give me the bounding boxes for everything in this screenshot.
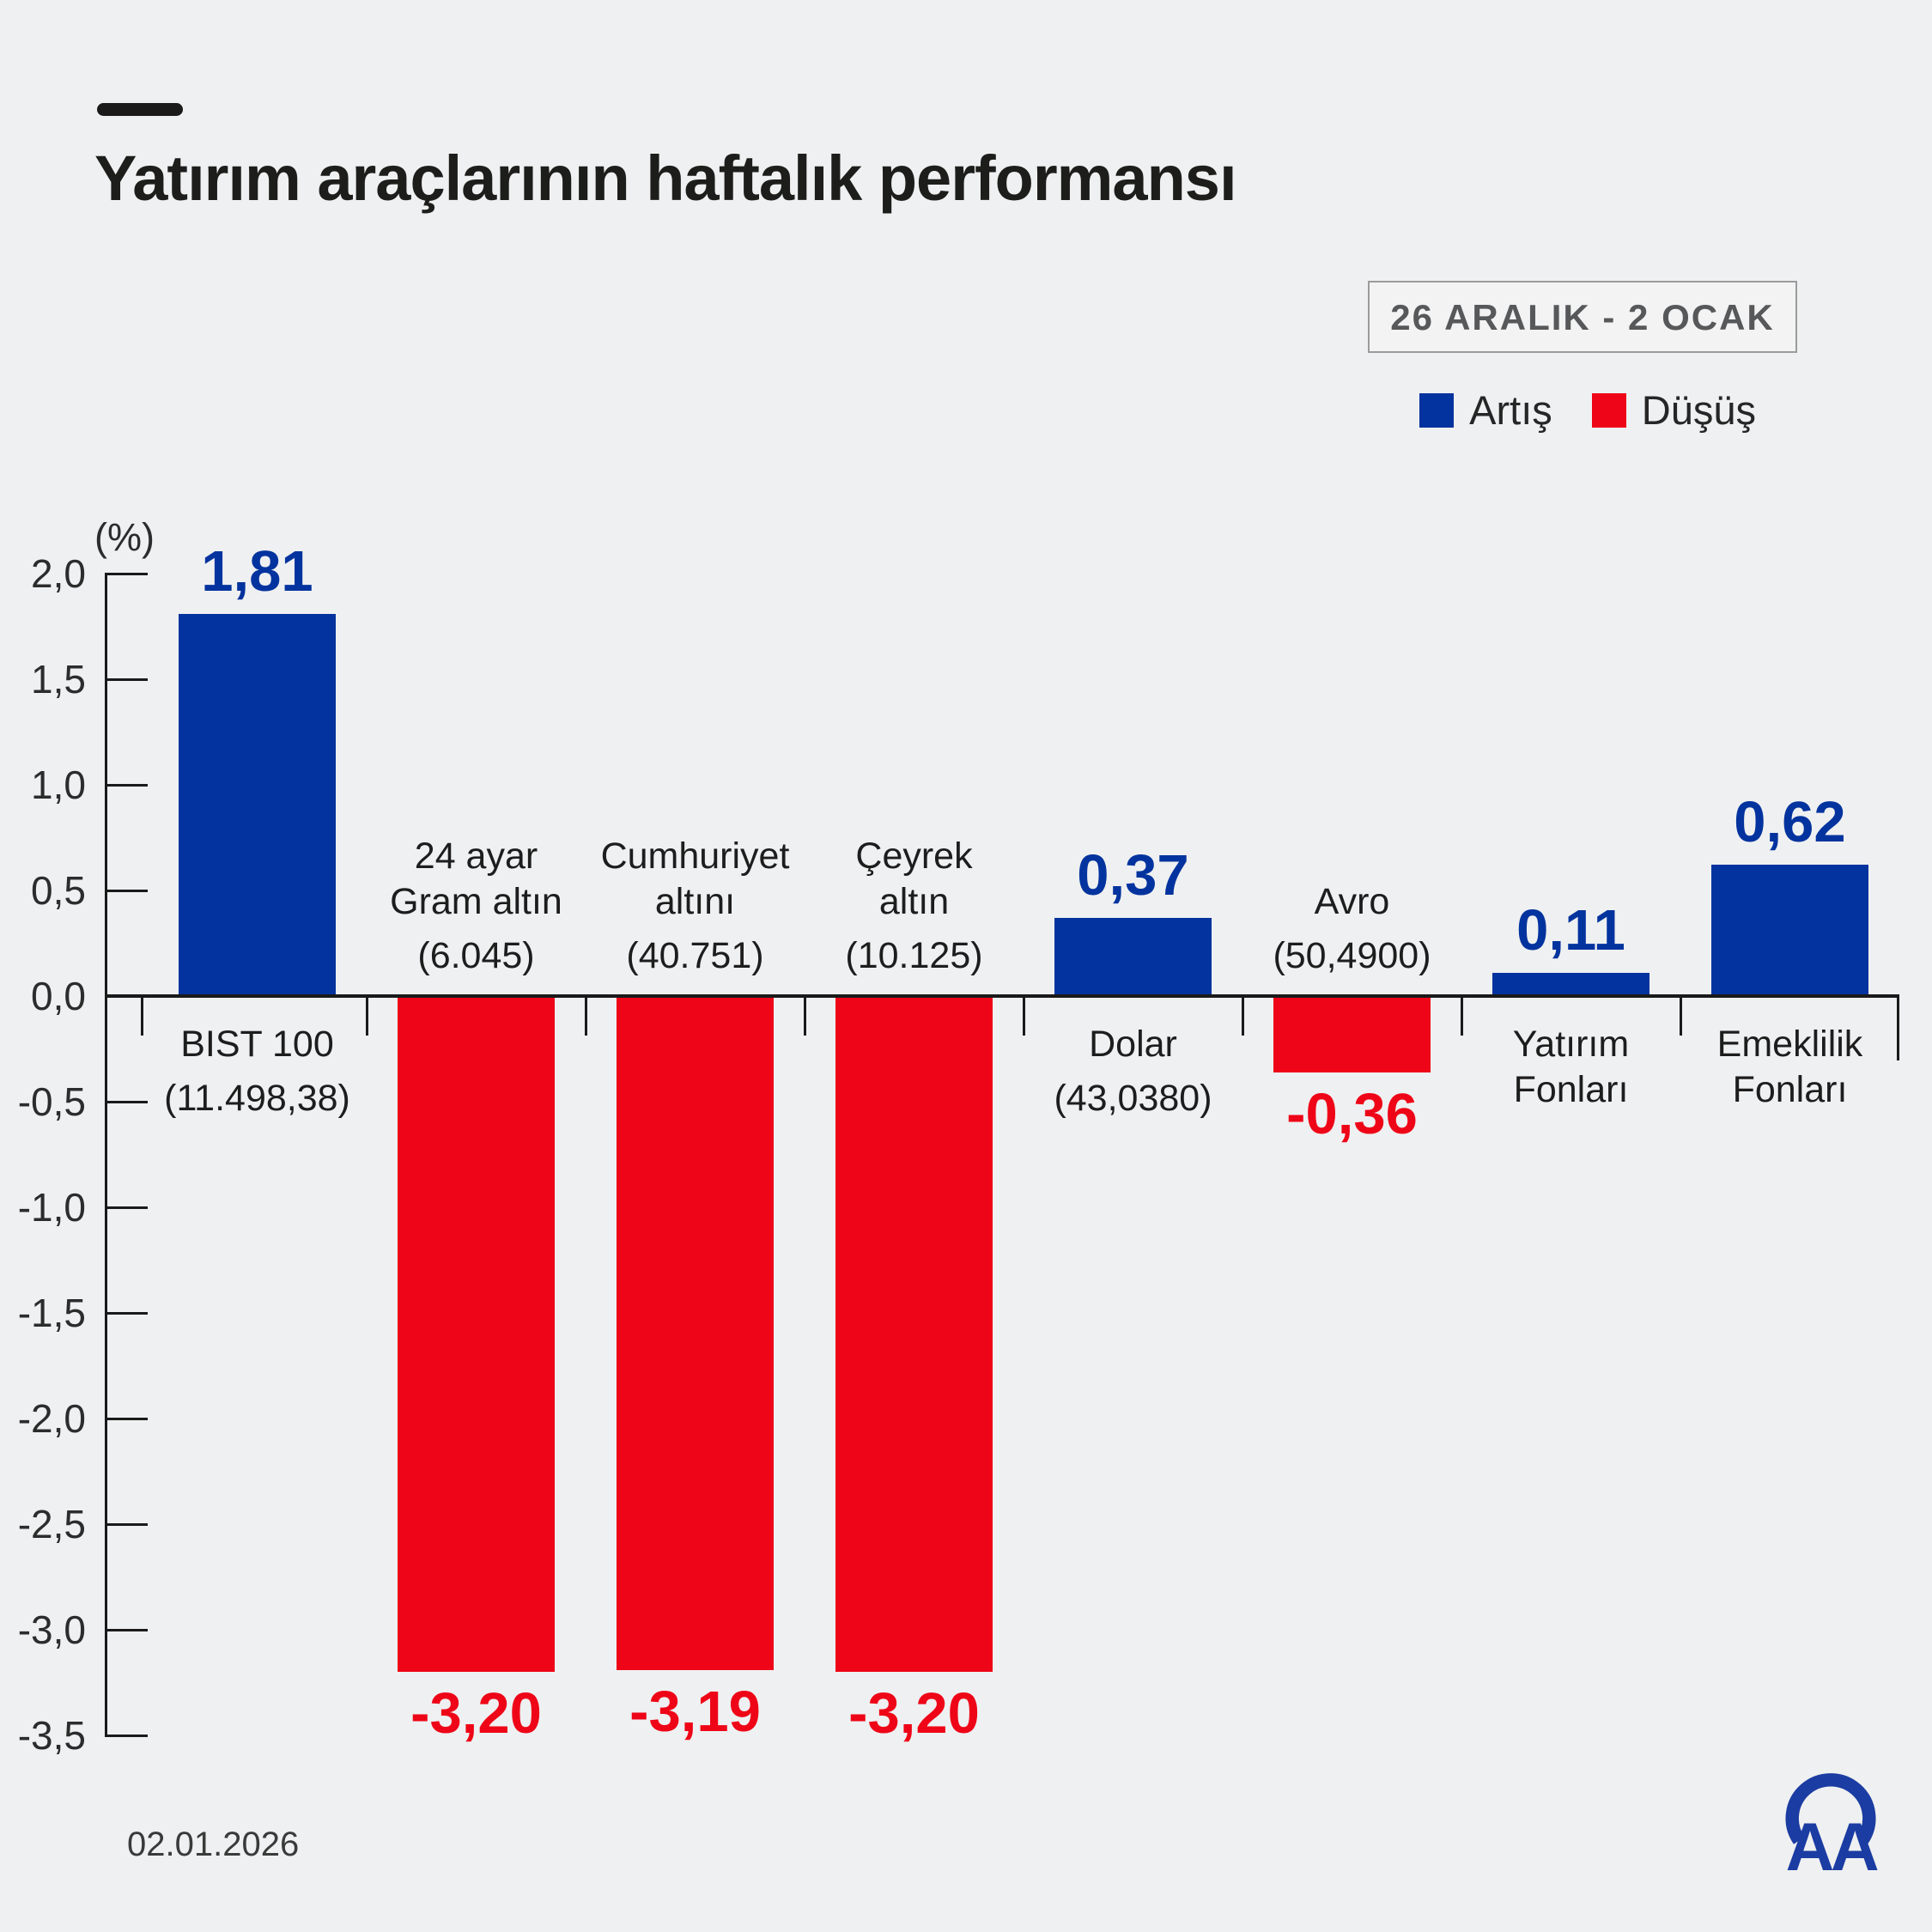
bar-category-label-line: (6.045) bbox=[417, 935, 535, 976]
bar-increase bbox=[179, 613, 336, 996]
legend-increase-swatch bbox=[1419, 392, 1455, 428]
y-axis-tick bbox=[105, 677, 148, 681]
y-axis-tick bbox=[105, 889, 148, 892]
y-axis-tick bbox=[105, 783, 148, 787]
category-boundary-tick bbox=[1679, 996, 1682, 1036]
y-axis-tick bbox=[105, 1734, 148, 1737]
y-axis-tick-label: -0,5 bbox=[17, 1079, 86, 1124]
page-title: Yatırım araçlarının haftalık performansı bbox=[94, 143, 1237, 214]
y-axis-tick-label: 0,5 bbox=[31, 868, 86, 913]
bar-value-label: 0,62 bbox=[1734, 790, 1846, 855]
y-axis-tick-label: 2,0 bbox=[31, 551, 86, 596]
bar-category-label-line: Yatırım bbox=[1512, 1024, 1630, 1065]
category-boundary-tick bbox=[1460, 996, 1463, 1036]
bar-category-label-line: (10.125) bbox=[845, 935, 983, 976]
bar-category-label-line: Gram altın bbox=[390, 881, 562, 922]
bar-value-label: -0,36 bbox=[1286, 1081, 1418, 1146]
category-boundary-tick bbox=[140, 996, 143, 1036]
publish-date: 02.01.2026 bbox=[127, 1826, 300, 1863]
y-axis-line bbox=[105, 574, 107, 1735]
y-axis-tick bbox=[105, 1628, 148, 1631]
bar-category-label-line: altını bbox=[654, 881, 736, 922]
legend-decrease-label: Düşüş bbox=[1641, 387, 1756, 433]
y-axis-tick-label: -3,5 bbox=[17, 1713, 86, 1758]
y-axis-tick-label: 1,5 bbox=[31, 657, 86, 702]
y-axis-tick bbox=[105, 572, 148, 575]
bar-category-label: Dolar (43,0380) bbox=[953, 1022, 1314, 1121]
y-axis-tick bbox=[105, 1206, 148, 1209]
axis-end-tick bbox=[1897, 996, 1899, 1060]
category-boundary-tick bbox=[1022, 996, 1025, 1036]
bar-category-label-line: Cumhuriyet bbox=[600, 835, 790, 877]
bar-category-label-line: Emeklilik bbox=[1716, 1024, 1863, 1065]
legend-increase-label: Artış bbox=[1469, 387, 1552, 433]
bar-decrease bbox=[398, 996, 555, 1673]
bar-value-label: -3,20 bbox=[848, 1681, 980, 1747]
y-axis-tick bbox=[105, 1311, 148, 1315]
period-badge: 26 ARALIK - 2 OCAK bbox=[1368, 281, 1797, 353]
bar-category-label-line: Çeyrek bbox=[855, 835, 973, 877]
bar-category-label-line: 24 ayar bbox=[414, 835, 538, 877]
category-boundary-tick bbox=[803, 996, 806, 1036]
bar-increase bbox=[1711, 865, 1868, 996]
bar-category-label: Avro (50,4900) bbox=[1172, 704, 1533, 979]
bar-value-label: -3,20 bbox=[410, 1681, 542, 1747]
category-boundary-tick bbox=[584, 996, 587, 1036]
bar-category-label-line: BIST 100 bbox=[180, 1024, 334, 1065]
bar-category-label-line: Dolar bbox=[1089, 1024, 1177, 1065]
y-axis-tick bbox=[105, 1522, 148, 1526]
y-axis-tick bbox=[105, 1417, 148, 1420]
y-axis-tick-label: -2,0 bbox=[17, 1396, 86, 1441]
bar-category-label-line: altın bbox=[878, 881, 950, 922]
bar-category-label-line: (50,4900) bbox=[1273, 935, 1431, 976]
bar-category-label-line: (40.751) bbox=[626, 935, 764, 976]
bar-category-label: BIST 100 (11.498,38) bbox=[77, 1022, 438, 1121]
bar-increase bbox=[1492, 972, 1649, 996]
y-axis-tick-label: -1,5 bbox=[17, 1291, 86, 1335]
bar-category-label: 24 ayar Gram altın (6.045) bbox=[296, 704, 657, 979]
bar-category-label-line: (11.498,38) bbox=[164, 1078, 350, 1119]
title-dash bbox=[97, 103, 183, 116]
legend-decrease-swatch bbox=[1591, 392, 1626, 428]
bar-category-label-line: (43,0380) bbox=[1054, 1078, 1212, 1119]
bar-category-label-line: Avro bbox=[1314, 881, 1390, 922]
y-axis-tick-label: 1,0 bbox=[31, 762, 86, 807]
y-axis-tick-label: -2,5 bbox=[17, 1502, 86, 1546]
y-axis-tick-label: -1,0 bbox=[17, 1185, 86, 1230]
bar-category-label-line: Fonları bbox=[1732, 1069, 1848, 1110]
bar-increase bbox=[1054, 917, 1212, 996]
aa-agency-logo: AA bbox=[1785, 1773, 1881, 1885]
y-axis-tick bbox=[105, 1100, 148, 1103]
bar-value-label: -3,19 bbox=[629, 1679, 761, 1744]
bar-decrease bbox=[1273, 996, 1431, 1072]
bar-value-label: 0,11 bbox=[1516, 897, 1625, 963]
y-axis-tick-label: -3,0 bbox=[17, 1607, 86, 1652]
zero-baseline bbox=[105, 994, 1899, 998]
y-axis-unit-label: (%) bbox=[94, 515, 155, 559]
svg-text:AA: AA bbox=[1786, 1809, 1878, 1885]
chart-legend: Artış Düşüş bbox=[1419, 386, 1756, 434]
category-boundary-tick bbox=[1241, 996, 1244, 1036]
bar-value-label: 1,81 bbox=[201, 538, 313, 604]
bar-category-label: Cumhuriyet altını (40.751) bbox=[515, 704, 876, 979]
bar-value-label: 0,37 bbox=[1077, 842, 1189, 908]
bar-category-label: Çeyrek altın (10.125) bbox=[734, 704, 1095, 979]
bar-decrease bbox=[835, 996, 993, 1673]
y-axis-tick-label: 0,0 bbox=[31, 974, 86, 1018]
bar-decrease bbox=[617, 996, 774, 1670]
bar-category-label: Emeklilik Fonları bbox=[1610, 1022, 1932, 1113]
bar-category-label: Yatırım Fonları bbox=[1391, 1022, 1752, 1113]
bar-category-label-line: Fonları bbox=[1513, 1069, 1629, 1110]
category-boundary-tick bbox=[365, 996, 368, 1036]
